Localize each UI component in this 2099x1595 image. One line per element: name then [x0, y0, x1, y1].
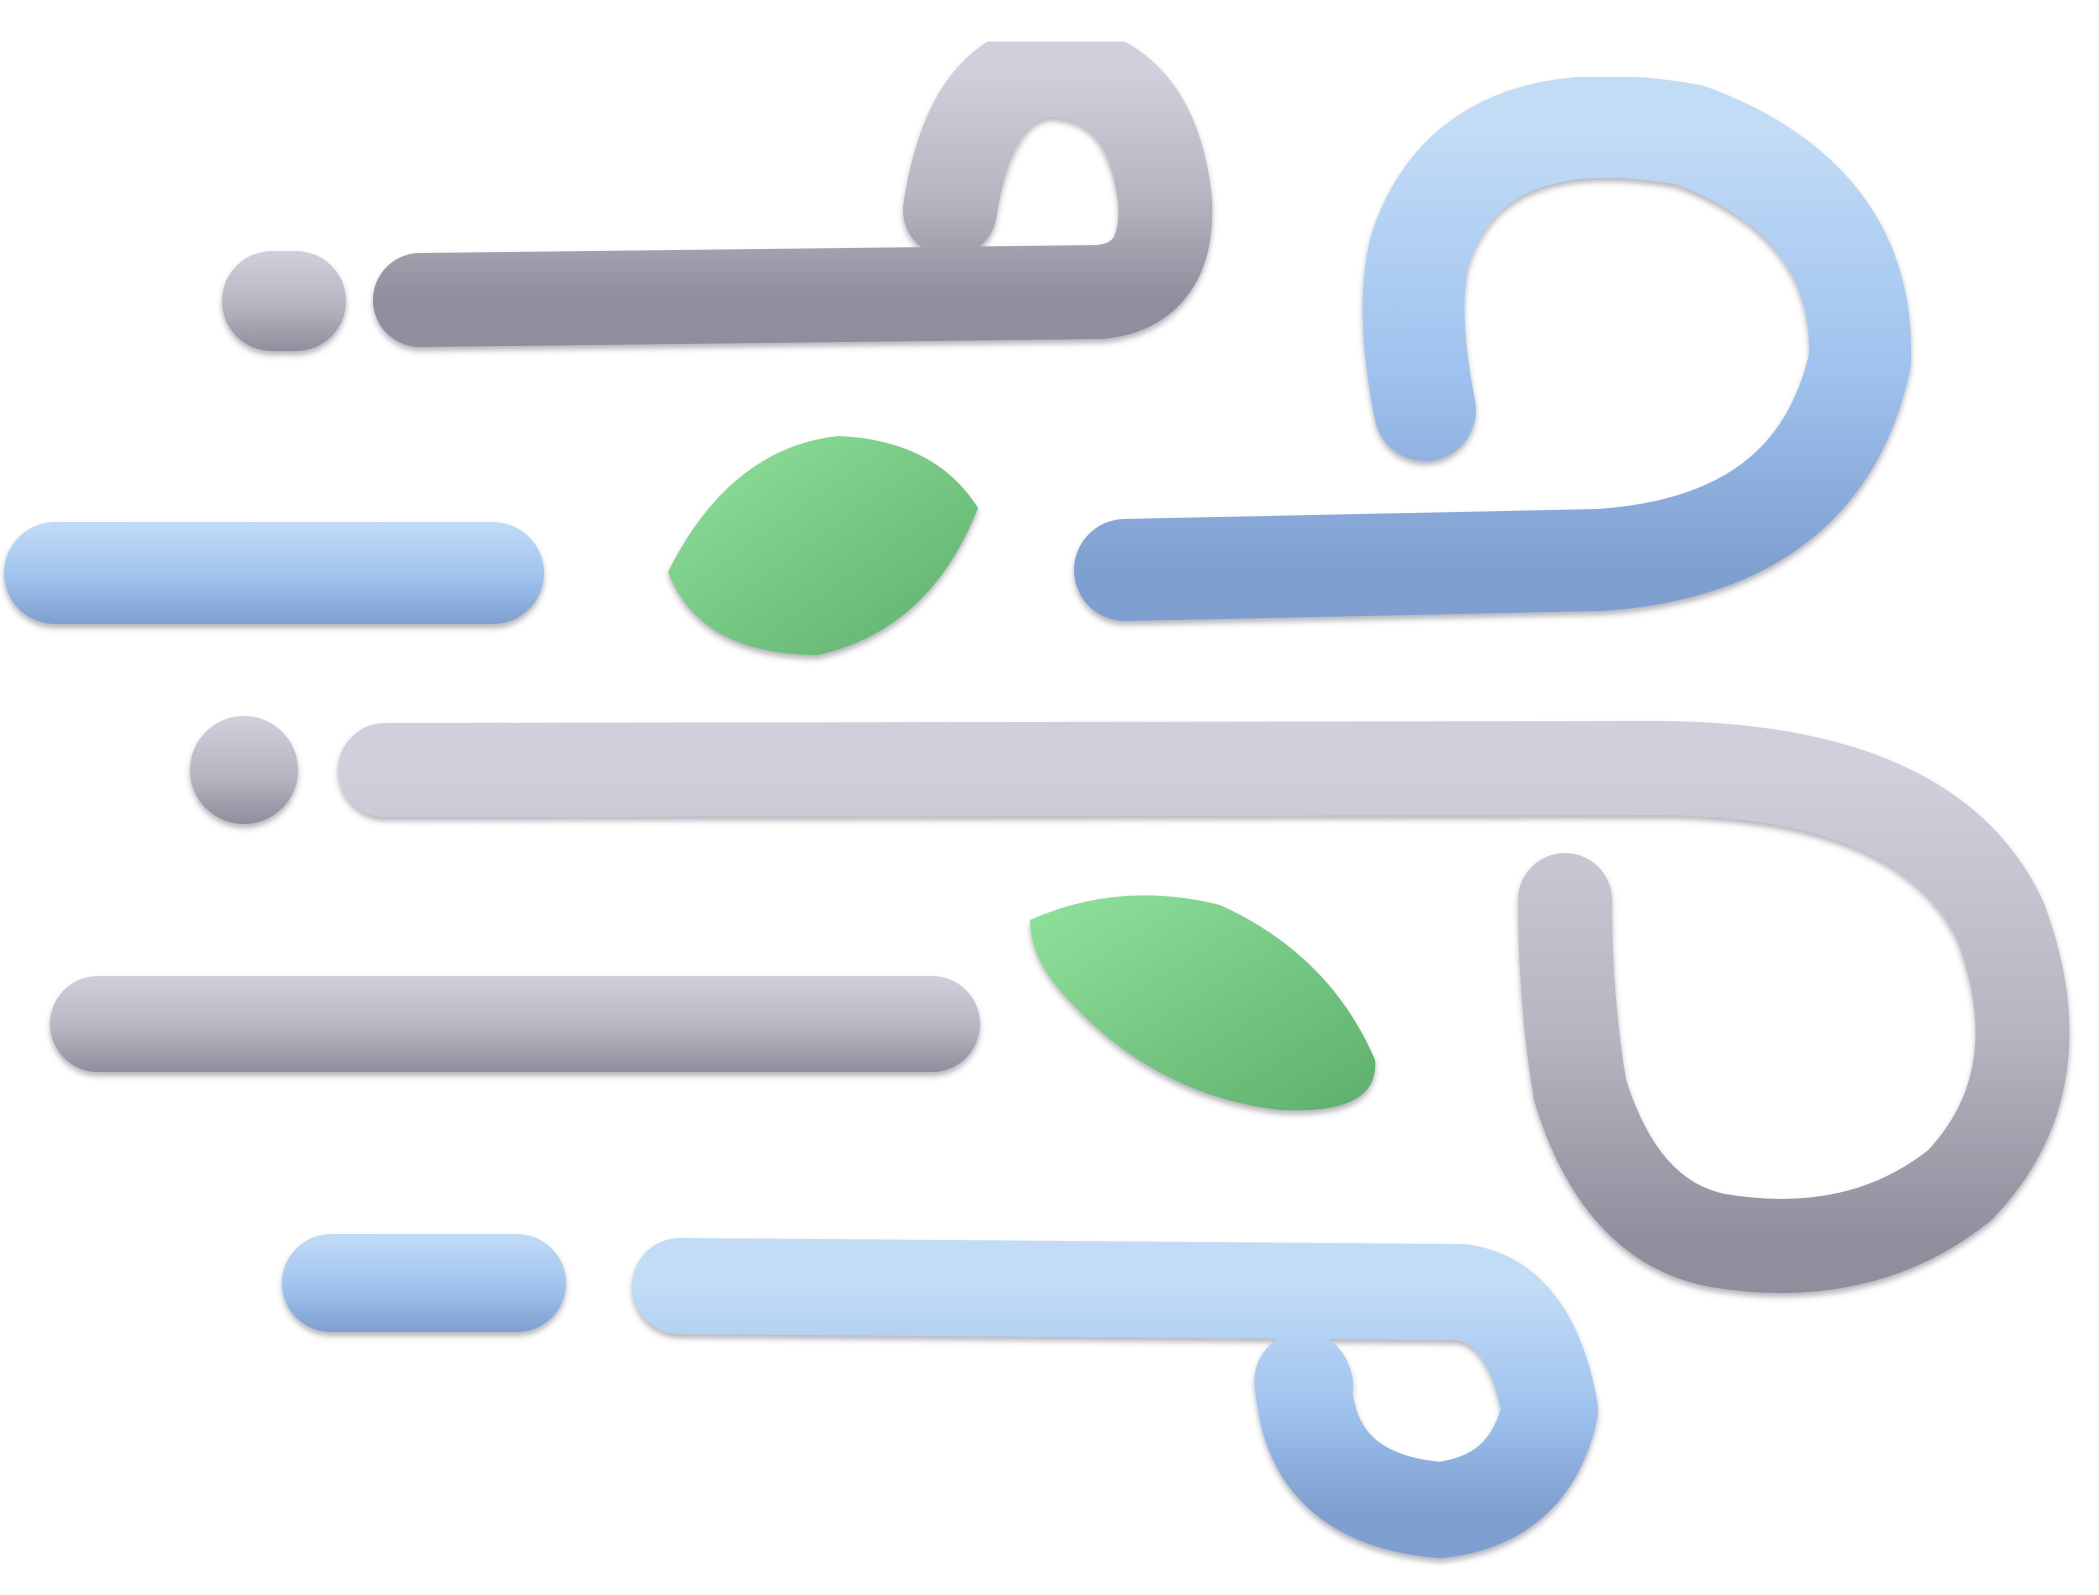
gray-dot-middle [190, 716, 298, 824]
gray-gust-middle [190, 716, 2070, 1293]
gray-curl-middle [338, 721, 2070, 1293]
blue-curl-upper [1074, 75, 1912, 621]
gray-dash-lower [50, 976, 980, 1072]
blue-dash-left [4, 522, 544, 624]
leaf-lower [1030, 895, 1376, 1111]
blue-gust-upper [4, 75, 1912, 624]
blue-curl-bottom [632, 1238, 1598, 1558]
blue-gust-bottom [282, 1234, 1598, 1558]
leaf-upper [668, 436, 978, 655]
gray-curl-top [373, 23, 1213, 347]
blue-dash-bottom [282, 1234, 566, 1332]
gray-dash-top [222, 251, 346, 351]
gray-gust-top [222, 23, 1213, 351]
